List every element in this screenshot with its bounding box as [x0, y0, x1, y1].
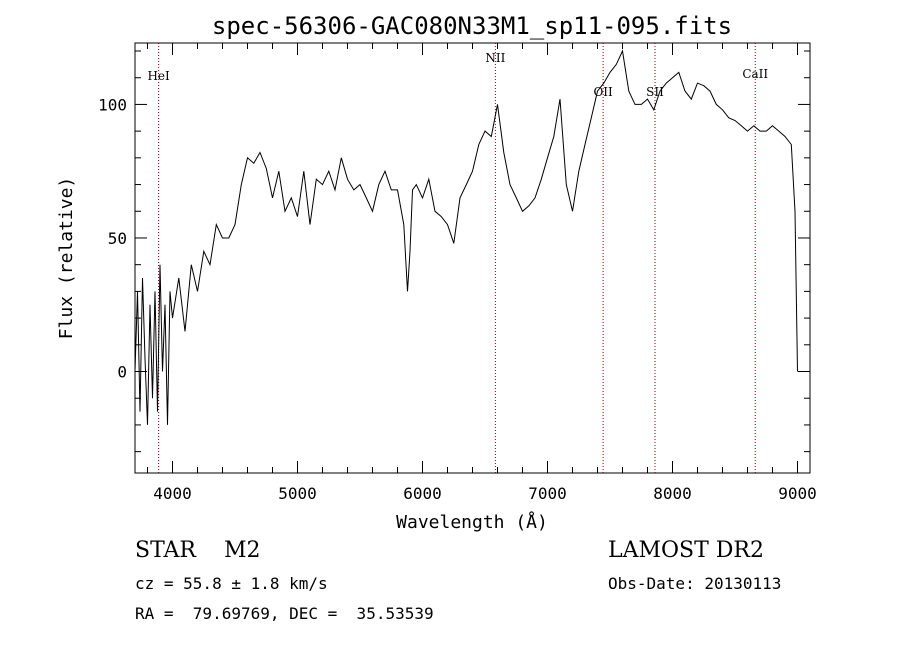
- chart-title: spec-56306-GAC080N33M1_sp11-095.fits: [212, 12, 732, 40]
- survey-label: LAMOST DR2: [608, 538, 764, 563]
- reference-line-label: HeI: [147, 69, 170, 83]
- x-tick-label: 7000: [528, 484, 567, 503]
- x-tick-label: 5000: [278, 484, 317, 503]
- reference-lines: HeI NII OII SII CaII: [147, 43, 768, 473]
- x-tick-label: 9000: [778, 484, 817, 503]
- y-tick-label: 100: [98, 95, 127, 114]
- x-axis-ticks: 4000 5000 6000 7000 8000 9000: [147, 43, 817, 503]
- x-tick-label: 4000: [153, 484, 192, 503]
- plot-frame: [134, 42, 811, 474]
- coordinates-label: RA = 79.69769, DEC = 35.53539: [135, 604, 434, 623]
- reference-line-label: SII: [646, 85, 664, 99]
- spectrum-line: [134, 49, 798, 425]
- x-tick-label: 8000: [653, 484, 692, 503]
- class-label: STAR M2: [135, 538, 261, 563]
- y-tick-label: 50: [108, 229, 127, 248]
- obs-date-label: Obs-Date: 20130113: [608, 574, 782, 593]
- x-tick-label: 6000: [403, 484, 442, 503]
- y-axis-label: Flux (relative): [56, 177, 77, 340]
- reference-line-label: OII: [593, 85, 613, 99]
- y-tick-label: 0: [117, 363, 127, 382]
- reference-line-label: CaII: [742, 67, 768, 81]
- redshift-label: cz = 55.8 ± 1.8 km/s: [135, 574, 328, 593]
- x-axis-label: Wavelength (Å): [396, 511, 548, 533]
- reference-line-label: NII: [485, 51, 505, 65]
- y-axis-ticks: 0 50 100: [98, 50, 810, 453]
